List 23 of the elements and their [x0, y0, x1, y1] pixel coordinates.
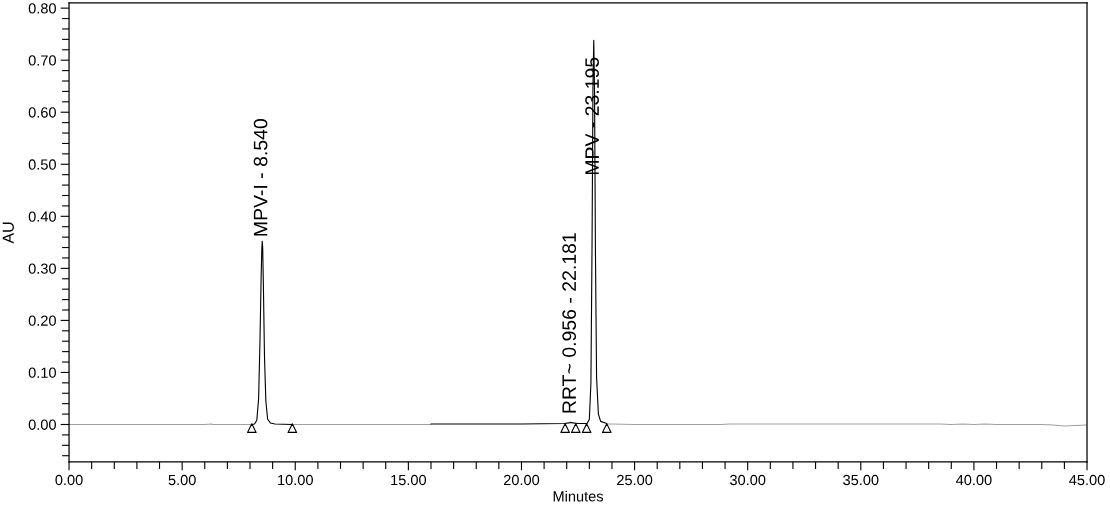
y-tick-label: 0.50	[28, 159, 56, 170]
x-tick-label: 45.00	[1069, 474, 1105, 486]
y-tick-label: 0.70	[28, 55, 56, 66]
annotation: MPV-I - 8.540	[253, 119, 268, 236]
y-tick-label: 0.00	[28, 419, 56, 430]
y-axis-title: AU	[2, 222, 14, 244]
x-tick-label: 40.00	[956, 474, 992, 486]
x-tick-label: 30.00	[730, 474, 766, 486]
x-tick-label: 10.00	[278, 474, 313, 486]
y-tick-label: 0.20	[28, 315, 56, 326]
x-tick-label: 35.00	[843, 474, 879, 486]
y-tick-label: 0.40	[28, 211, 56, 222]
y-tick-label: 0.10	[28, 367, 56, 378]
y-tick-label: 0.60	[28, 107, 56, 118]
y-tick-label: 0.80	[28, 3, 56, 14]
x-tick-label: 20.00	[503, 474, 540, 486]
x-tick-label: 5.00	[168, 474, 196, 486]
x-axis-title: Minutes	[553, 490, 604, 502]
y-tick-label: 0.30	[28, 263, 56, 274]
x-tick-label: 0.00	[55, 474, 83, 486]
x-tick-label: 15.00	[391, 474, 427, 486]
x-tick-label: 25.00	[617, 474, 653, 486]
annotation: RRT~ 0.956 - 22.181	[562, 233, 577, 413]
